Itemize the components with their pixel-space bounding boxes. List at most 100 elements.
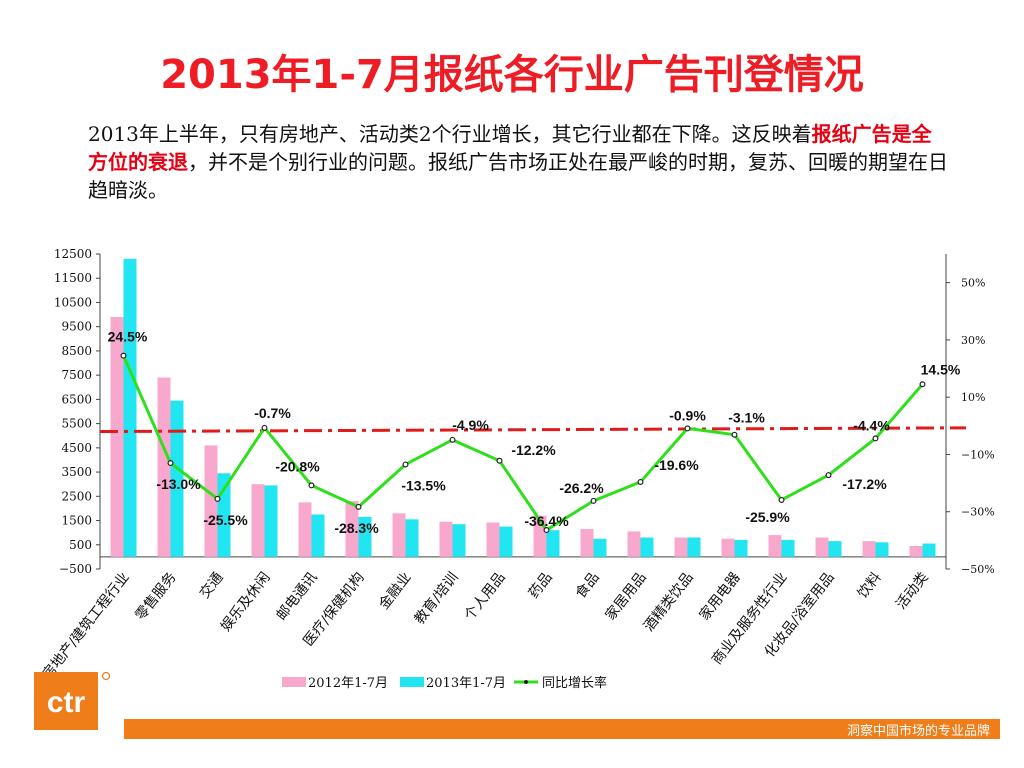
footer-slogan: 洞察中国市场的专业品牌 [846, 724, 990, 739]
growth-data-label: -26.2% [559, 480, 604, 496]
growth-data-label: 24.5% [108, 329, 148, 345]
chart-legend: 2012年1-7月 2013年1-7月 同比增长率 [282, 675, 607, 691]
bar-2012 [110, 317, 124, 557]
growth-point [684, 425, 691, 432]
summary-highlight: 报纸广告是全方位的衰退 [88, 122, 932, 174]
growth-point [167, 460, 174, 467]
ctr-logo: ctr [34, 671, 110, 730]
right-tick-label: 50% [961, 277, 985, 290]
category-label: 个人用品 [462, 570, 509, 624]
growth-data-label: -3.1% [728, 410, 765, 426]
category-label: 房地产/建筑工程行业 [40, 570, 133, 683]
bar-2012 [298, 502, 312, 557]
left-tick-label: 6500 [61, 392, 92, 406]
legend-label: 2013年1-7月 [426, 676, 506, 691]
bar-2013 [452, 524, 466, 557]
bar-2013 [405, 519, 419, 557]
growth-point [214, 495, 221, 502]
category-label: 教育/培训 [412, 570, 462, 628]
growth-data-label: -25.9% [745, 509, 790, 525]
growth-data-label: -20.8% [275, 458, 320, 474]
category-label: 家用电器 [696, 569, 744, 624]
logo-text: ctr [47, 686, 86, 719]
left-tick-label: 5500 [61, 417, 92, 431]
bar-2012 [392, 513, 406, 557]
bar-2013 [358, 516, 372, 557]
legend-swatch [400, 677, 424, 687]
growth-point [261, 424, 268, 431]
growth-data-label: -36.4% [524, 513, 569, 529]
bar-2012 [721, 538, 735, 557]
bar-2013 [828, 541, 842, 557]
category-label: 食品 [572, 569, 603, 602]
bar-2013 [922, 543, 936, 557]
bar-2012 [580, 529, 594, 557]
bar-2013 [264, 485, 278, 557]
summary-text-part1: 2013年上半年，只有房地产、活动类2个行业增长，其它行业都在下降。这反映着 [88, 122, 812, 146]
growth-point [919, 381, 926, 388]
growth-point [496, 457, 503, 464]
growth-data-label: -19.6% [654, 457, 699, 473]
bar-2012 [862, 541, 876, 557]
bar-2012 [768, 535, 782, 557]
growth-rate-line [122, 355, 924, 532]
growth-point [590, 497, 597, 504]
bar-2012 [674, 537, 688, 557]
growth-point [308, 482, 315, 489]
growth-data-label: -12.2% [511, 442, 556, 458]
bar-2013 [687, 537, 701, 557]
growth-data-label: -0.7% [254, 405, 291, 421]
category-label: 交通 [196, 569, 227, 602]
chart-trend-line [99, 426, 967, 434]
bar-2012 [439, 521, 453, 557]
growth-data-label: -25.5% [203, 512, 248, 528]
growth-data-label: -17.2% [842, 476, 887, 492]
bar-2013 [311, 514, 325, 557]
bar-2013 [123, 258, 137, 557]
legend-label: 同比增长率 [542, 675, 607, 691]
growth-point [449, 436, 456, 443]
bar-2013 [734, 539, 748, 557]
growth-point [778, 496, 785, 503]
registered-mark-icon [101, 671, 110, 681]
left-tick-label: 7500 [61, 368, 92, 382]
growth-data-label: -0.9% [669, 407, 706, 423]
right-tick-label: −10% [961, 448, 995, 461]
left-tick-label: −500 [59, 562, 92, 576]
legend-label: 2012年1-7月 [308, 676, 388, 691]
left-tick-label: 3500 [61, 465, 92, 479]
right-tick-label: −30% [961, 506, 995, 519]
summary-paragraph: 2013年上半年，只有房地产、活动类2个行业增长，其它行业都在下降。这反映着报纸… [88, 120, 948, 204]
category-label: 饮料 [855, 570, 885, 602]
trend-line [99, 426, 967, 434]
bar-2012 [815, 537, 829, 557]
category-label: 金融业 [376, 570, 414, 613]
footer-bar: 洞察中国市场的专业品牌 [124, 719, 1000, 739]
left-tick-label: 12500 [54, 247, 92, 261]
left-tick-label: 11500 [54, 271, 92, 285]
growth-point [731, 431, 738, 438]
bar-2012 [157, 377, 171, 557]
industry-ad-chart: 12500 11500 10500 9500 8500 7500 6500 5500 4500 3… [40, 247, 995, 691]
left-tick-label: 8500 [61, 344, 92, 358]
growth-point [872, 435, 879, 442]
growth-point [825, 472, 832, 479]
growth-data-label: -4.4% [853, 417, 890, 433]
growth-point [120, 352, 127, 359]
bar-2013 [781, 539, 795, 557]
bar-2012 [345, 501, 359, 557]
page-title: 2013年1-7月报纸各行业广告刊登情况 [160, 52, 864, 98]
growth-point [637, 478, 644, 485]
growth-point [355, 503, 362, 510]
bar-2013 [546, 530, 560, 557]
growth-point [402, 461, 409, 468]
left-tick-label: 500 [69, 538, 92, 552]
category-label: 药品 [526, 570, 556, 602]
bar-2012 [627, 531, 641, 557]
category-label: 邮电通讯 [274, 570, 321, 624]
category-label: 家居用品 [602, 569, 650, 624]
left-tick-label: 9500 [61, 320, 92, 334]
left-tick-label: 1500 [61, 514, 92, 528]
bar-2013 [875, 542, 889, 557]
bar-2013 [593, 538, 607, 557]
